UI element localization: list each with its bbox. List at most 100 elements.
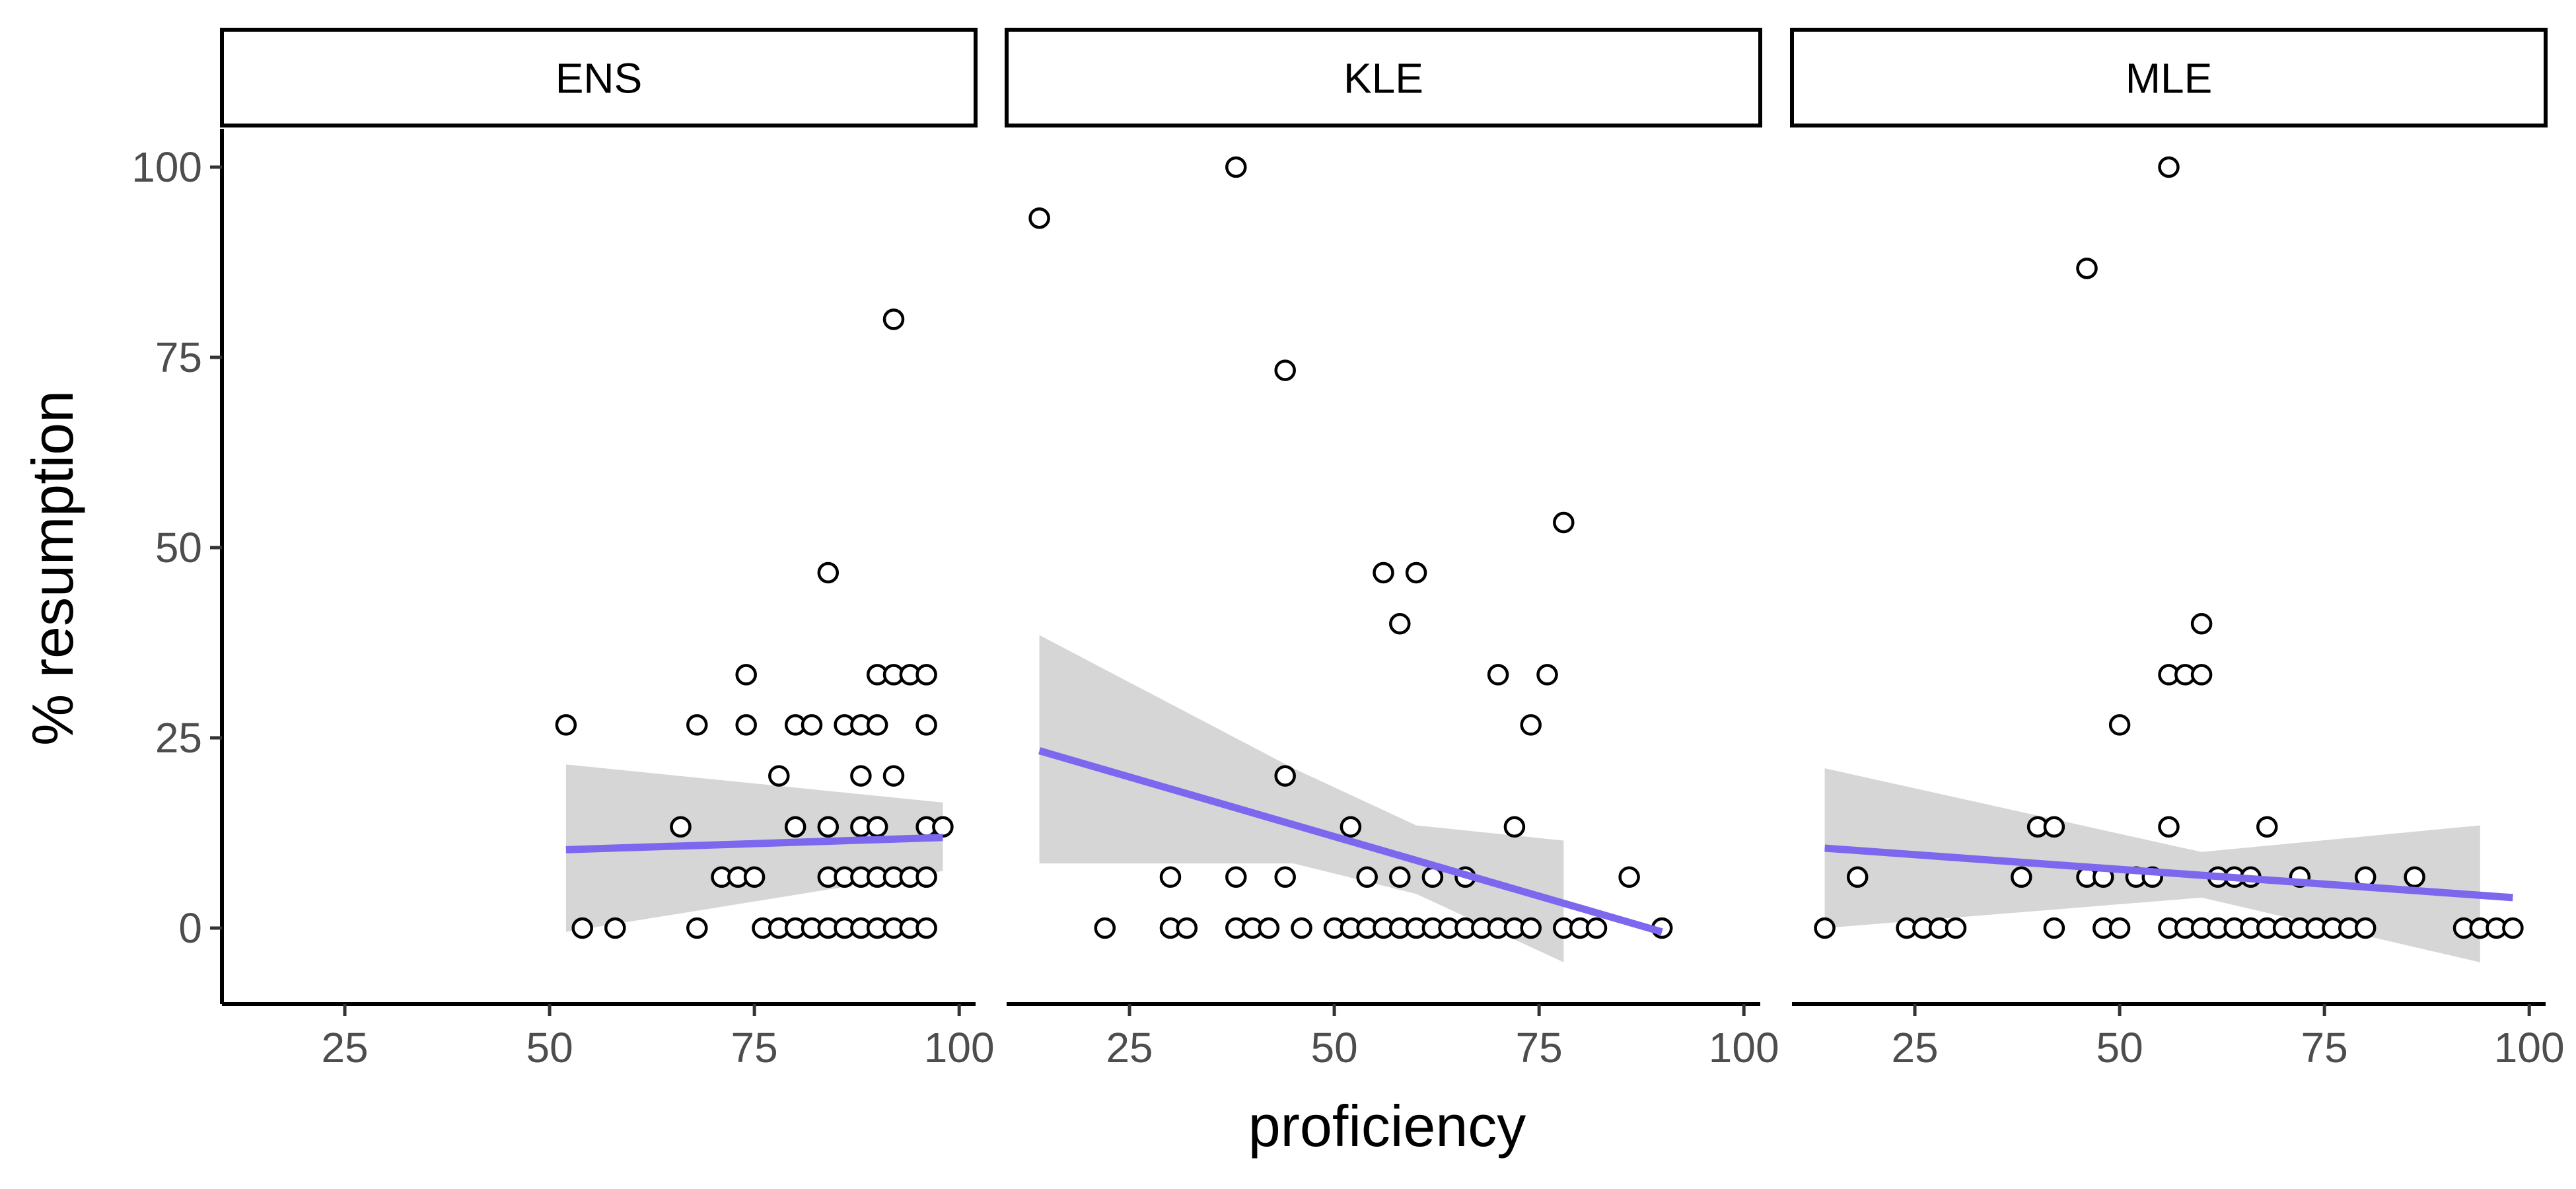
data-point (817, 816, 840, 838)
data-point (2502, 917, 2524, 939)
data-point (1520, 917, 1542, 939)
y-axis: 0 25 50 75 100 (131, 129, 224, 1004)
data-point (1274, 765, 1296, 787)
y-axis-title: % resumption (20, 390, 85, 746)
data-point (1618, 866, 1640, 888)
data-point (1520, 714, 1542, 736)
facet-panel-mle: MLE 25 50 75 100 (1790, 28, 2565, 1071)
data-point (2404, 866, 2425, 888)
data-point (2108, 917, 2131, 939)
x-tick-label: 100 (924, 1024, 995, 1071)
data-point (915, 866, 937, 888)
data-point (1159, 866, 1182, 888)
data-point (1225, 156, 1247, 178)
x-tick-label: 50 (1310, 1024, 1357, 1071)
data-point (915, 714, 937, 736)
y-tick-label: 100 (131, 143, 202, 191)
x-tick-label: 25 (321, 1024, 368, 1071)
data-point (2354, 917, 2377, 939)
data-point (686, 917, 708, 939)
facet-strip-label: ENS (555, 55, 643, 102)
data-point (1585, 917, 1608, 939)
data-point (1536, 664, 1558, 686)
data-point (1373, 561, 1394, 584)
data-point (686, 714, 708, 736)
data-point (2256, 816, 2278, 838)
data-point (2043, 917, 2065, 939)
x-tick-label: 50 (526, 1024, 573, 1071)
facet-strip-label: MLE (2126, 55, 2213, 102)
data-point (1487, 664, 1509, 686)
confidence-band (565, 764, 943, 932)
confidence-band (1039, 635, 1564, 962)
data-point (2190, 664, 2213, 686)
data-point (1176, 917, 1198, 939)
regression-line (1824, 844, 2513, 902)
x-tick-label: 75 (2301, 1024, 2348, 1071)
data-point (735, 714, 757, 736)
data-point (866, 816, 888, 838)
data-point (882, 308, 905, 330)
data-point (882, 765, 905, 787)
data-point (768, 765, 790, 787)
data-point (1389, 866, 1411, 888)
x-tick-label: 100 (1709, 1024, 1779, 1071)
data-point (571, 917, 593, 939)
data-point (1274, 359, 1296, 381)
data-point (743, 866, 766, 888)
y-tick-label: 0 (178, 904, 202, 952)
data-point (1846, 866, 1869, 888)
y-tick-label: 50 (155, 524, 202, 571)
data-point (850, 765, 872, 787)
regression-line (1038, 747, 1663, 936)
data-point (1503, 816, 1526, 838)
x-tick-label: 50 (2096, 1024, 2143, 1071)
x-tick-label: 75 (1516, 1024, 1563, 1071)
data-point (604, 917, 626, 939)
data-point (784, 816, 806, 838)
data-point (735, 664, 757, 686)
data-point (1340, 816, 1362, 838)
data-point (1291, 917, 1312, 939)
data-point (2011, 866, 2032, 888)
x-tick-label: 75 (731, 1024, 778, 1071)
data-point (801, 714, 823, 736)
data-point (1945, 917, 1967, 939)
data-point (915, 917, 937, 939)
data-point (1258, 917, 1280, 939)
data-point (2158, 156, 2180, 178)
data-point (1405, 561, 1427, 584)
data-point (1274, 866, 1296, 888)
facet-strip (220, 28, 978, 127)
facet-panels: ENS 25 50 75 100 KLE 25 50 75 100 MLE 25 50 75 100 (220, 28, 2565, 1071)
x-axis-title: proficiency (1248, 1093, 1526, 1159)
data-point (932, 816, 954, 838)
regression-line (565, 834, 943, 853)
y-tick-label: 75 (155, 334, 202, 381)
data-point (1028, 207, 1050, 229)
y-tick-label: 25 (155, 714, 202, 762)
x-tick-label: 100 (2494, 1024, 2565, 1071)
facet-panel-ens: ENS 25 50 75 100 (220, 28, 995, 1071)
data-point (1814, 917, 1836, 939)
facet-panel-kle: KLE 25 50 75 100 (1005, 28, 1779, 1071)
data-point (1094, 917, 1116, 939)
data-point (2043, 816, 2065, 838)
confidence-band (1824, 768, 2480, 962)
data-point (817, 561, 840, 584)
facet-strip (1790, 28, 2548, 127)
x-tick-label: 25 (1106, 1024, 1153, 1071)
data-point (2108, 714, 2131, 736)
data-point (555, 714, 577, 736)
x-tick-label: 25 (1891, 1024, 1938, 1071)
data-point (2158, 816, 2180, 838)
data-point (1389, 612, 1411, 635)
data-point (866, 714, 888, 736)
facet-strip-label: KLE (1343, 55, 1423, 102)
data-point (915, 664, 937, 686)
data-point (2076, 257, 2098, 279)
data-point (670, 816, 692, 838)
data-point (2190, 612, 2213, 635)
facet-strip (1005, 28, 1762, 127)
